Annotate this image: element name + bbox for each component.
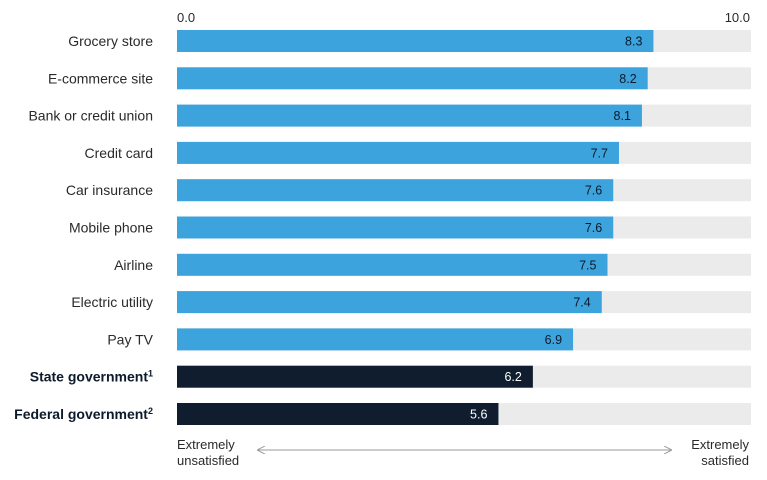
- bar-state-government: [177, 365, 533, 388]
- footnote-marker: 1: [148, 369, 153, 379]
- bar-group: Grocery store 8.3 E-commerce site 8.2 Bank o…: [14, 30, 751, 425]
- category-label-grocery-store: Grocery store: [68, 33, 153, 49]
- value-label-credit-card: 7.7: [591, 146, 608, 160]
- axis-min-label: 0.0: [177, 10, 195, 25]
- category-label-mobile-phone: Mobile phone: [69, 220, 153, 236]
- value-label-grocery-store: 8.3: [625, 35, 642, 49]
- bar-grocery-store: [177, 30, 654, 52]
- bar-e-commerce-site: [177, 67, 648, 90]
- bar-airline: [177, 253, 608, 276]
- axis-max-label: 10.0: [725, 10, 750, 25]
- category-label-bank-or-credit-union: Bank or credit union: [28, 108, 153, 124]
- scale-label-unsatisfied-line1: Extremely: [177, 437, 235, 452]
- bar-pay-tv: [177, 328, 574, 351]
- bar-mobile-phone: [177, 216, 614, 239]
- scale-label-satisfied: Extremely satisfied: [691, 437, 749, 469]
- value-label-state-government: 6.2: [504, 370, 521, 384]
- category-label-e-commerce-site: E-commerce site: [48, 70, 153, 86]
- category-label-airline: Airline: [114, 257, 153, 273]
- category-label-electric-utility: Electric utility: [71, 294, 153, 310]
- value-label-airline: 7.5: [579, 258, 596, 272]
- value-label-electric-utility: 7.4: [573, 296, 590, 310]
- bar-bank-or-credit-union: [177, 104, 642, 127]
- scale-label-unsatisfied: Extremely unsatisfied: [177, 437, 239, 469]
- value-label-e-commerce-site: 8.2: [619, 72, 636, 86]
- value-label-mobile-phone: 7.6: [585, 221, 602, 235]
- category-label-pay-tv: Pay TV: [107, 331, 153, 347]
- footnote-marker: 2: [148, 406, 153, 416]
- bar-electric-utility: [177, 291, 602, 314]
- bar-car-insurance: [177, 179, 614, 202]
- value-label-car-insurance: 7.6: [585, 184, 602, 198]
- category-label-car-insurance: Car insurance: [66, 182, 153, 198]
- value-label-pay-tv: 6.9: [545, 333, 562, 347]
- scale-label-unsatisfied-line2: unsatisfied: [177, 453, 240, 468]
- bar-federal-government: [177, 403, 499, 425]
- value-label-federal-government: 5.6: [470, 408, 487, 422]
- category-label-credit-card: Credit card: [85, 145, 153, 161]
- scale-label-satisfied-line2: satisfied: [701, 453, 749, 468]
- category-label-state-government: State government1: [30, 369, 153, 385]
- bar-credit-card: [177, 141, 619, 164]
- category-label-federal-government: Federal government2: [14, 406, 153, 422]
- scale-label-satisfied-line1: Extremely: [691, 437, 749, 452]
- value-label-bank-or-credit-union: 8.1: [614, 109, 631, 123]
